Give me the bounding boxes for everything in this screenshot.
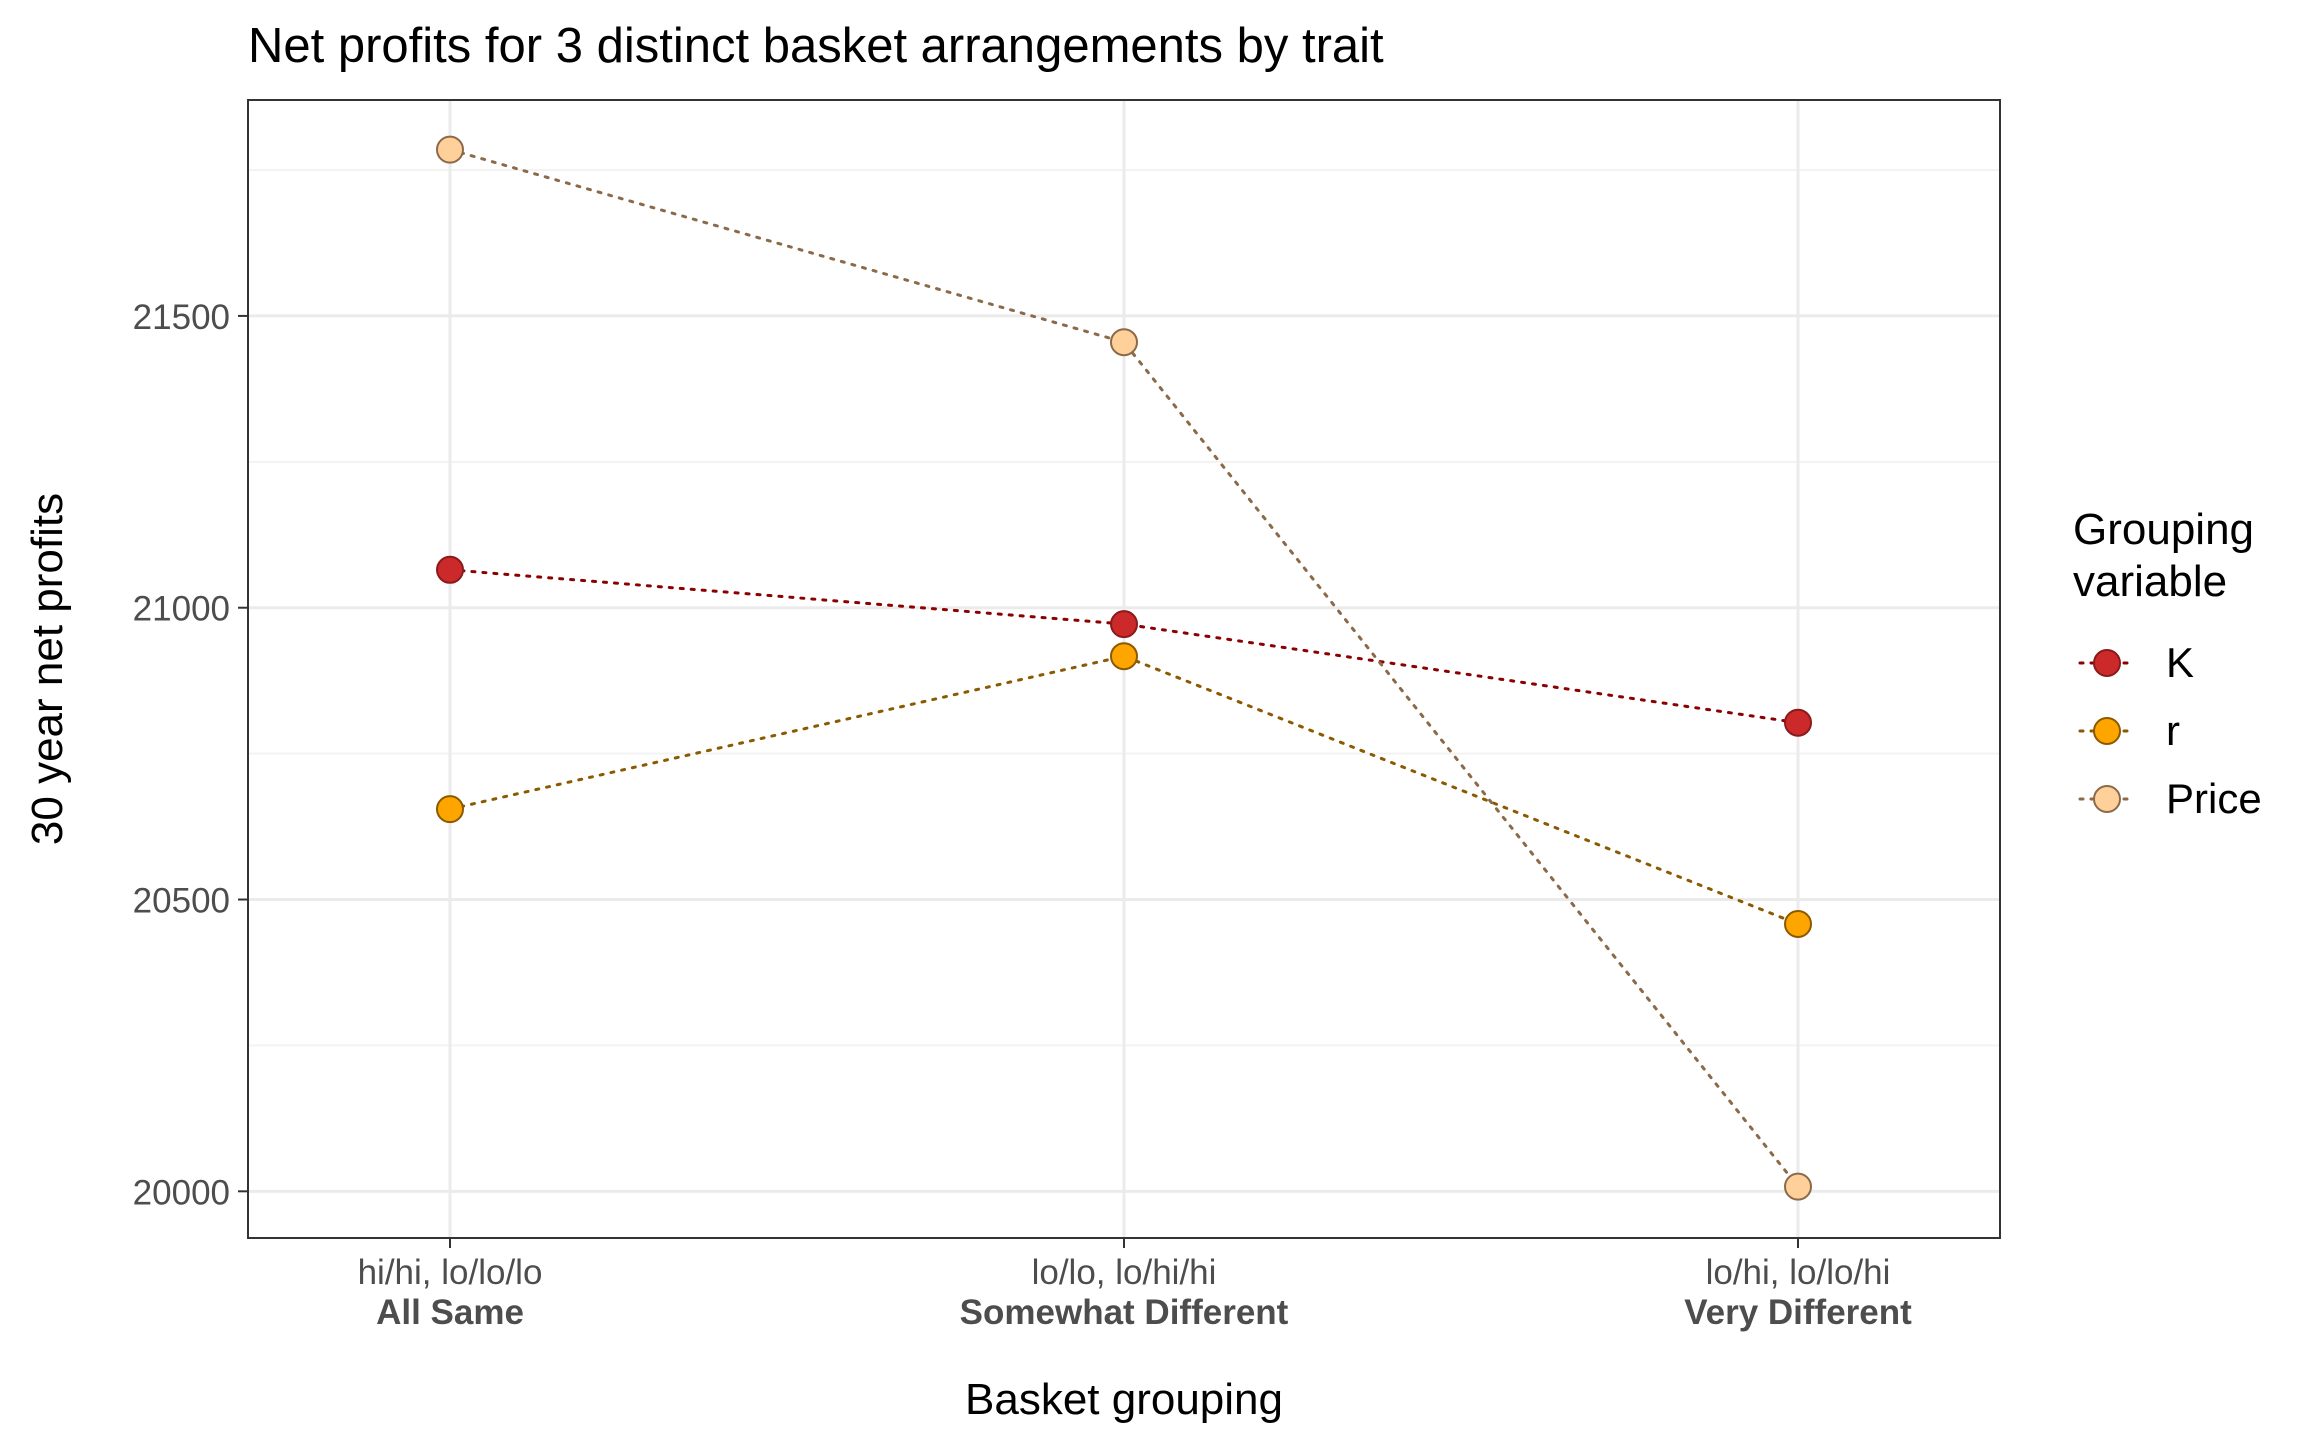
- x-tick-label-group: Very Different: [1684, 1293, 1912, 1332]
- x-tick-label: lo/hi, lo/lo/hi: [1706, 1253, 1891, 1292]
- data-point-r: [1110, 642, 1138, 671]
- legend-label-Price: Price: [2166, 775, 2262, 822]
- y-tick-label: 20000: [133, 1173, 230, 1212]
- data-point-Price: [436, 135, 464, 164]
- x-axis-title: Basket grouping: [965, 1375, 1283, 1424]
- x-tick-label-group: All Same: [376, 1293, 524, 1332]
- x-tick-label-group: Somewhat Different: [960, 1293, 1289, 1332]
- data-point-K: [1784, 708, 1812, 737]
- legend-key-point-r: [2093, 717, 2121, 745]
- y-tick-label: 21000: [133, 590, 230, 629]
- legend-label-K: K: [2166, 639, 2194, 686]
- chart-title: Net profits for 3 distinct basket arrang…: [248, 19, 1384, 73]
- series-line-r: [448, 654, 1800, 926]
- y-tick-label: 21500: [133, 298, 230, 337]
- legend-key-point-K: [2093, 649, 2121, 677]
- data-point-K: [436, 555, 464, 584]
- data-point-r: [436, 795, 464, 824]
- legend-keys: Kr Price: [2078, 639, 2262, 822]
- data-point-Price: [1784, 1172, 1812, 1201]
- x-tick-label: lo/lo, lo/hi/hi: [1032, 1253, 1217, 1292]
- series-lines: [448, 148, 1800, 1189]
- legend-title-line-2: variable: [2073, 557, 2227, 606]
- legend: Grouping variable Kr Price: [2073, 505, 2262, 822]
- y-axis-title: 30 year net profits: [23, 493, 72, 845]
- series-points: [436, 135, 1812, 1201]
- y-axis: 20000 20500 21000 21500: [133, 298, 248, 1212]
- data-point-Price: [1110, 328, 1138, 357]
- legend-title-line-1: Grouping: [2073, 505, 2254, 554]
- y-tick-label: 20500: [133, 882, 230, 921]
- data-point-K: [1110, 610, 1138, 639]
- data-point-r: [1784, 910, 1812, 938]
- x-tick-label: hi/hi, lo/lo/lo: [358, 1253, 543, 1292]
- legend-key-point-Price: [2093, 785, 2121, 813]
- legend-label-r: r: [2166, 707, 2180, 754]
- series-line-Price: [448, 148, 1800, 1189]
